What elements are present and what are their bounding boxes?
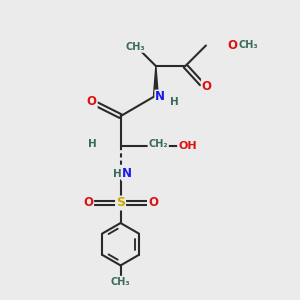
- Text: O: O: [83, 196, 93, 209]
- Polygon shape: [154, 66, 158, 95]
- Text: N: N: [122, 167, 132, 180]
- Text: H: H: [170, 97, 178, 107]
- Text: O: O: [202, 80, 212, 93]
- Text: CH₃: CH₃: [125, 42, 145, 52]
- Text: N: N: [155, 91, 165, 103]
- Text: OH: OH: [178, 141, 197, 151]
- Text: CH₂: CH₂: [148, 139, 168, 149]
- Text: O: O: [227, 39, 237, 52]
- Text: O: O: [87, 95, 97, 108]
- Text: H: H: [88, 139, 97, 149]
- Text: CH₃: CH₃: [239, 40, 259, 50]
- Text: CH₃: CH₃: [111, 277, 130, 286]
- Text: S: S: [116, 196, 125, 209]
- Text: H: H: [112, 169, 122, 178]
- Text: O: O: [148, 196, 158, 209]
